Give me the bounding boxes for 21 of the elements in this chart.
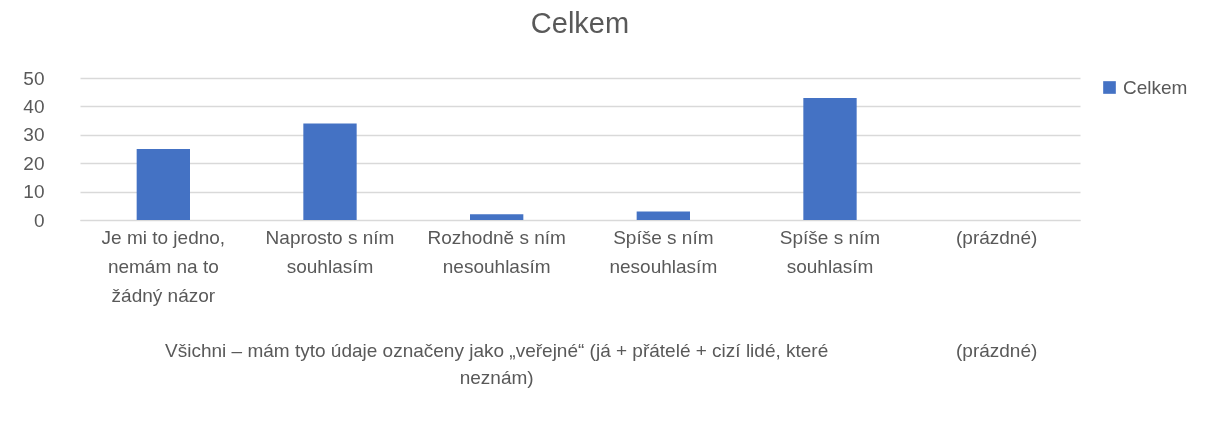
x-tick-label: Spíše s ním nesouhlasím [609, 226, 718, 277]
y-tick-label: 40 [23, 95, 45, 117]
x-tick-label: Rozhodně s ním nesouhlasím [427, 226, 566, 277]
legend-label: Celkem [1123, 76, 1188, 98]
chart-title: Celkem [530, 7, 630, 39]
y-tick-label: 50 [23, 67, 45, 89]
y-tick-label: 20 [23, 152, 45, 174]
bar [636, 211, 690, 220]
text: (prázdné) [956, 340, 1038, 361]
y-tick-label: 10 [23, 181, 45, 203]
text: Všichni – mám tyto údaje označeny jako „veřejné“ (já + přátelé + cizí lidé, které neznám) [165, 340, 829, 388]
x-tick-label: Spíše s ním souhlasím [779, 226, 881, 277]
x-tick-label: Naprosto s ním souhlasím [265, 226, 395, 277]
bar [303, 123, 357, 220]
bar [803, 97, 857, 220]
x-tick-label: (prázdné) [956, 226, 1038, 248]
y-tick-label: 30 [23, 124, 45, 146]
x-tick-label: Je mi to jedno, nemám na to žádný názor [101, 226, 226, 306]
bar [470, 214, 524, 220]
bar [136, 149, 190, 220]
y-tick-label: 0 [33, 209, 45, 231]
